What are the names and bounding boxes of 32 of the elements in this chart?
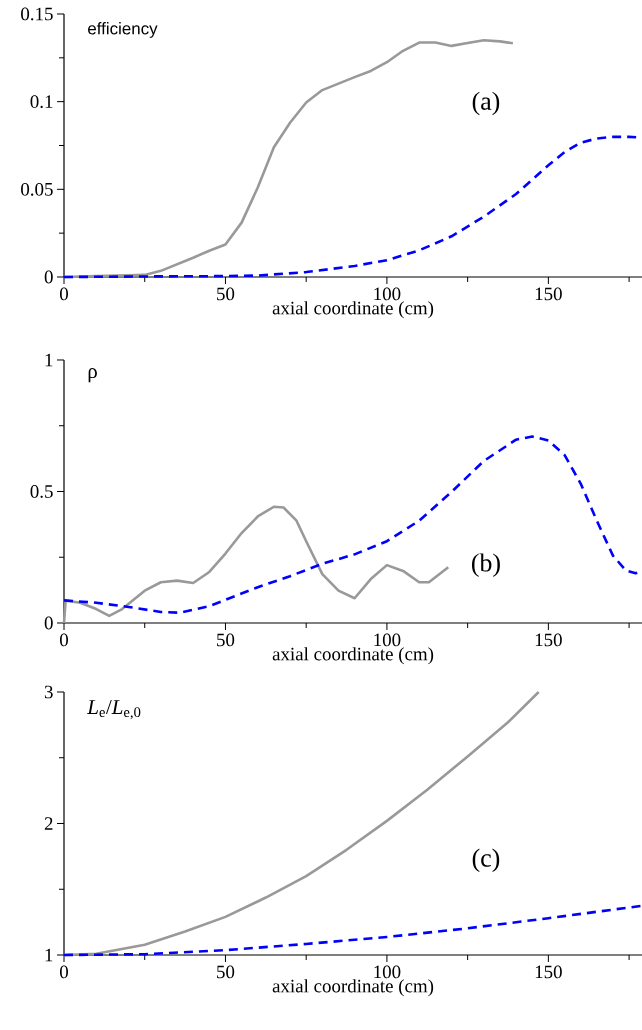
x-tick-label: 150 [535,633,562,647]
x-axis-title: axial coordinate (cm) [272,979,434,997]
y-tick-label: 3 [44,685,53,699]
x-tick-label: 150 [535,287,562,301]
line-series [62,505,450,625]
y-tick-label: 0.1 [30,95,53,109]
x-tick-label: 100 [374,633,401,647]
x-tick-label: 0 [59,633,68,647]
y-axis-title: efficiency [88,22,158,38]
annotation: (b) [471,553,500,577]
x-tick-label: 50 [217,287,235,301]
x-tick-label: 100 [374,965,401,979]
y-tick-label: 0.05 [21,182,53,196]
y-tick-label: 0 [44,616,53,630]
annotation: (c) [472,848,500,873]
x-axis-title: axial coordinate (cm) [272,647,434,665]
y-tick-label: 0.5 [30,485,53,498]
annotation: (a) [472,91,500,116]
y-tick-label: 1 [45,948,53,962]
y-axis-title: L$_{e}$/L$_{e,0}$ [87,700,141,720]
x-tick-label: 0 [59,287,68,301]
x-axis-title: axial coordinate (cm) [272,301,434,319]
x-tick-label: 100 [374,287,401,301]
y-tick-label: 0 [44,270,53,284]
x-tick-label: 150 [535,965,562,979]
x-tick-label: 50 [217,633,235,647]
x-tick-label: 0 [59,965,68,979]
y-tick-label: 0.15 [21,7,53,21]
y-axis-title: ρ [88,368,97,383]
y-tick-label: 1 [45,353,53,367]
x-tick-label: 50 [217,965,235,979]
y-tick-label: 2 [44,817,53,830]
